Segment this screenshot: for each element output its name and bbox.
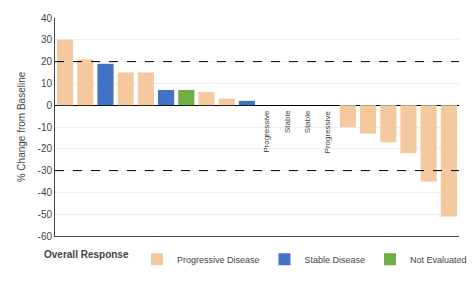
svg-text:Stable Disease: Stable Disease	[304, 255, 365, 265]
svg-text:-20: -20	[38, 143, 53, 154]
svg-text:% Change from Baseline: % Change from Baseline	[16, 71, 27, 182]
svg-text:-50: -50	[38, 209, 53, 220]
svg-text:20: 20	[41, 56, 53, 67]
svg-text:Overall Response: Overall Response	[44, 249, 129, 260]
svg-text:Stable: Stable	[303, 110, 312, 133]
svg-text:-10: -10	[38, 122, 53, 133]
svg-text:10: 10	[41, 78, 53, 89]
svg-text:Progressive: Progressive	[323, 111, 332, 154]
svg-text:-30: -30	[38, 165, 53, 176]
svg-text:Progressive Disease: Progressive Disease	[177, 255, 260, 265]
svg-text:Not Evaluated: Not Evaluated	[410, 255, 467, 265]
svg-text:0: 0	[46, 100, 52, 111]
svg-text:Stable: Stable	[283, 110, 292, 133]
svg-text:-60: -60	[38, 231, 53, 242]
svg-text:Progressive: Progressive	[262, 110, 271, 153]
svg-text:30: 30	[41, 34, 53, 45]
svg-text:-40: -40	[38, 187, 53, 198]
svg-text:40: 40	[41, 13, 53, 24]
